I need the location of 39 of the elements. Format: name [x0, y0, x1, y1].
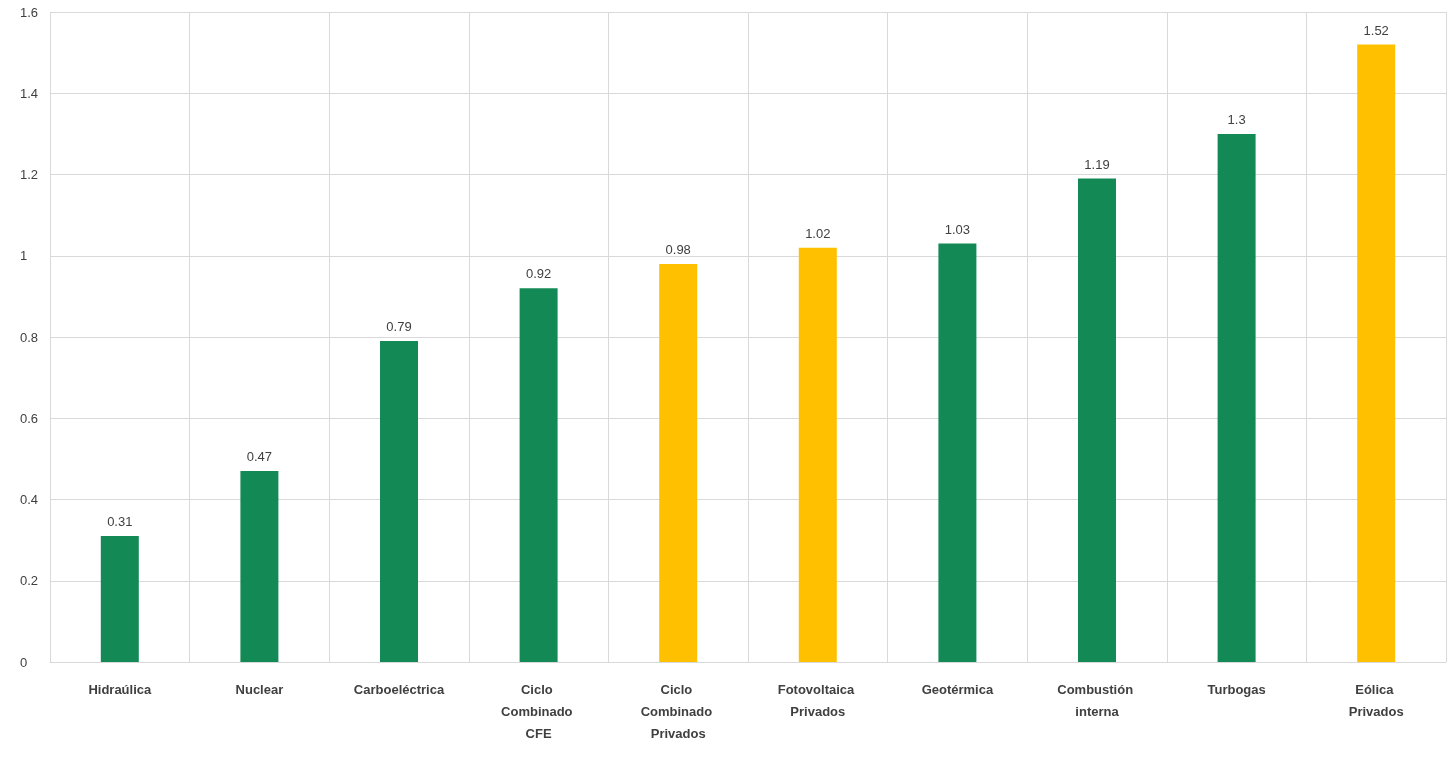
y-tick-label: 1: [20, 248, 28, 264]
x-tick-label: Carboeléctrica: [353, 681, 445, 697]
data-label: 0.31: [107, 514, 133, 530]
y-tick-label: 0.2: [20, 573, 39, 589]
data-label: 0.92: [525, 266, 552, 282]
x-tick-label: Geotérmica: [921, 681, 994, 697]
y-tick-label: 0.4: [20, 492, 39, 507]
bar: [1217, 133, 1256, 662]
bar: [240, 471, 279, 662]
bar: [938, 243, 977, 662]
bar: [659, 263, 698, 662]
x-tick-label: Ciclo Combinado Privados: [640, 681, 716, 741]
x-tick-label: Nuclear: [235, 681, 284, 697]
y-tick-label: 0.6: [20, 410, 39, 426]
y-tick-label: 0: [20, 654, 28, 670]
data-label: 0.47: [246, 449, 273, 465]
data-label: 1.3: [1227, 111, 1246, 127]
x-tick-label: Eólica Privados: [1348, 681, 1404, 719]
bar: [798, 247, 837, 662]
bar: [519, 288, 558, 662]
y-tick-label: 1.2: [20, 167, 39, 182]
data-label: 1.03: [944, 221, 971, 237]
data-label: 1.52: [1363, 22, 1389, 38]
x-tick-label: Hidraúlica: [88, 681, 152, 697]
bar: [1078, 178, 1116, 662]
x-tick-label: Fotovoltaica Privados: [777, 681, 858, 719]
bar: [380, 341, 418, 662]
bar: [1357, 44, 1396, 662]
y-tick-label: 1.6: [20, 4, 39, 20]
data-label: 0.79: [386, 319, 412, 335]
x-tick-label: Turbogas: [1207, 681, 1266, 697]
y-tick-label: 1.4: [20, 85, 39, 101]
x-tick-label: Combustión interna: [1057, 681, 1137, 719]
x-tick-label: Ciclo Combinado CFE: [501, 681, 577, 741]
bar: [100, 536, 139, 662]
data-label: 1.02: [805, 225, 831, 241]
data-label: 0.98: [665, 241, 691, 257]
y-tick-label: 0.8: [20, 329, 39, 345]
data-label: 1.19: [1084, 156, 1110, 172]
